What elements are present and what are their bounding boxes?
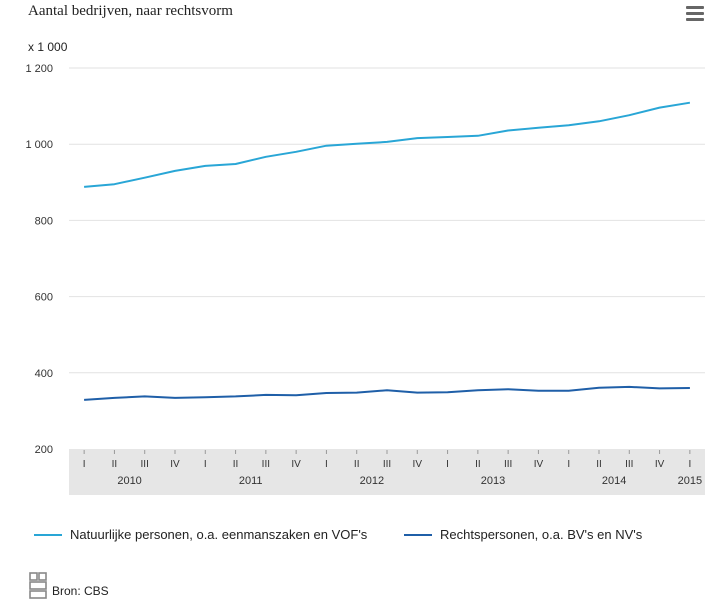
cbs-logo-icon	[28, 572, 48, 600]
legend-label: Natuurlijke personen, o.a. eenmanszaken …	[70, 527, 368, 542]
x-tick-label: I	[83, 459, 86, 470]
y-axis-unit-label: x 1 000	[28, 40, 68, 54]
x-year-label: 2014	[602, 475, 626, 487]
chart-title: Aantal bedrijven, naar rechtsvorm	[28, 3, 233, 19]
x-tick-label: III	[141, 459, 149, 470]
legend-swatch	[404, 533, 432, 536]
x-year-label: 2010	[117, 475, 141, 487]
series-line-natuurlijke-personen	[84, 101, 691, 188]
y-tick-label: 800	[35, 215, 53, 227]
x-tick-label: II	[596, 459, 602, 470]
x-tick-label: IV	[170, 459, 180, 470]
x-tick-label: IV	[291, 459, 301, 470]
x-tick-label: I	[446, 459, 449, 470]
x-tick-label: II	[475, 459, 481, 470]
x-tick-label: III	[504, 459, 512, 470]
x-year-label: 2012	[360, 475, 384, 487]
x-tick-label: II	[233, 459, 239, 470]
menu-bar	[686, 12, 704, 15]
x-tick-label: III	[625, 459, 633, 470]
x-tick-label: I	[325, 459, 328, 470]
series-line-rechtspersonen	[84, 385, 690, 401]
x-tick-label: II	[112, 459, 118, 470]
x-year-label: 2011	[239, 475, 263, 487]
x-tick-label: III	[262, 459, 270, 470]
x-tick-label: II	[354, 459, 360, 470]
x-tick-label: I	[688, 459, 691, 470]
y-tick-label: 200	[35, 444, 53, 456]
menu-bar	[686, 6, 704, 9]
x-tick-label: IV	[655, 459, 665, 470]
x-tick-label: III	[383, 459, 391, 470]
x-axis-band	[69, 449, 705, 495]
legend-item-rechtspersonen[interactable]: Rechtspersonen, o.a. BV's en NV's	[404, 527, 642, 542]
source: Bron: CBS	[28, 572, 109, 600]
menu-bar	[686, 18, 704, 21]
x-year-label: 2015	[678, 475, 702, 487]
x-tick-label: I	[204, 459, 207, 470]
y-tick-label: 1 000	[25, 139, 53, 151]
legend-label: Rechtspersonen, o.a. BV's en NV's	[440, 527, 643, 542]
x-tick-label: IV	[534, 459, 544, 470]
x-tick-label: I	[567, 459, 570, 470]
y-tick-label: 600	[35, 292, 53, 304]
hamburger-menu-icon[interactable]	[686, 6, 704, 22]
x-year-label: 2013	[481, 475, 505, 487]
legend-swatch	[34, 533, 62, 536]
y-tick-label: 1 200	[25, 63, 53, 75]
legend-item-natuurlijke-personen[interactable]: Natuurlijke personen, o.a. eenmanszaken …	[34, 527, 367, 542]
x-tick-label: IV	[413, 459, 423, 470]
source-text: Bron: CBS	[52, 584, 109, 598]
y-tick-label: 400	[35, 368, 53, 380]
